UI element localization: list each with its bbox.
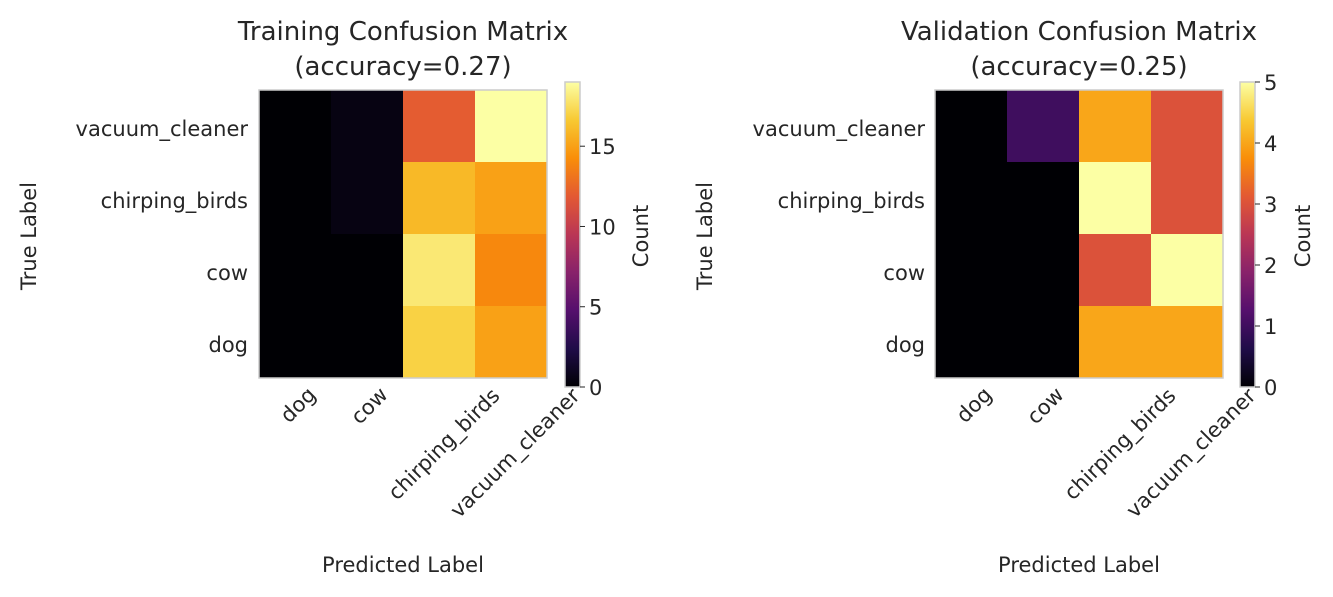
validation-ytick-dog: dog xyxy=(885,333,925,357)
training-colorbar-ticks: 0 5 10 15 xyxy=(580,135,616,400)
heatmap-cell-r0-c2 xyxy=(1079,90,1151,162)
heatmap-cell-r1-c2 xyxy=(1079,162,1151,234)
colorbar-tick-label: 10 xyxy=(589,215,616,239)
heatmap-cell-r0-c1 xyxy=(331,90,403,162)
validation-ytick-cow: cow xyxy=(883,261,925,285)
colorbar-tick-label: 15 xyxy=(589,135,616,159)
heatmap-cell-r3-c2 xyxy=(403,306,475,378)
validation-heatmap-frame xyxy=(934,89,1224,379)
colorbar-tick-label: 5 xyxy=(1264,71,1277,95)
training-colorbar xyxy=(564,81,581,388)
validation-colorbar-label: Count xyxy=(1291,205,1315,267)
colorbar-tick-label: 1 xyxy=(1264,315,1277,339)
training-heatmap-frame xyxy=(258,89,548,379)
heatmap-cell-r1-c3 xyxy=(475,162,547,234)
heatmap-cell-r3-c3 xyxy=(475,306,547,378)
heatmap-cell-r1-c2 xyxy=(403,162,475,234)
heatmap-cell-r0-c3 xyxy=(475,90,547,162)
training-ytick-vacuum-cleaner: vacuum_cleaner xyxy=(76,117,249,142)
heatmap-cell-r2-c1 xyxy=(1007,234,1079,306)
training-xtick-cow: cow xyxy=(346,383,392,429)
heatmap-cell-r2-c3 xyxy=(1151,234,1223,306)
validation-xtick-dog: dog xyxy=(952,383,997,428)
training-colorbar-label: Count xyxy=(629,205,653,267)
validation-confusion-panel: Validation Confusion Matrix (accuracy=0.… xyxy=(693,17,1315,577)
colorbar-tick-label: 5 xyxy=(589,296,602,320)
heatmap-cell-r3-c2 xyxy=(1079,306,1151,378)
training-heatmap-cells xyxy=(259,90,547,378)
training-ytick-dog: dog xyxy=(208,333,248,357)
heatmap-cell-r2-c3 xyxy=(475,234,547,306)
colorbar-tick-label: 0 xyxy=(589,376,602,400)
heatmap-cell-r1-c0 xyxy=(259,162,331,234)
heatmap-cell-r1-c1 xyxy=(1007,162,1079,234)
validation-subtitle: (accuracy=0.25) xyxy=(970,52,1187,82)
heatmap-cell-r2-c0 xyxy=(259,234,331,306)
heatmap-cell-r0-c2 xyxy=(403,90,475,162)
colorbar-tick-label: 3 xyxy=(1264,193,1277,217)
heatmap-cell-r2-c1 xyxy=(331,234,403,306)
validation-xlabel: Predicted Label xyxy=(998,553,1160,577)
training-confusion-panel: Training Confusion Matrix (accuracy=0.27… xyxy=(17,17,653,577)
training-ylabel: True Label xyxy=(17,182,41,291)
training-xlabel: Predicted Label xyxy=(322,553,484,577)
training-xtick-dog: dog xyxy=(276,383,321,428)
heatmap-cell-r1-c0 xyxy=(935,162,1007,234)
heatmap-cell-r3-c1 xyxy=(1007,306,1079,378)
training-title: Training Confusion Matrix xyxy=(237,17,568,47)
heatmap-cell-r0-c3 xyxy=(1151,90,1223,162)
heatmap-cell-r2-c2 xyxy=(1079,234,1151,306)
training-ytick-cow: cow xyxy=(206,261,248,285)
heatmap-cell-r1-c3 xyxy=(1151,162,1223,234)
heatmap-cell-r2-c2 xyxy=(403,234,475,306)
validation-heatmap-cells xyxy=(935,90,1223,378)
colorbar-tick-label: 2 xyxy=(1264,254,1277,278)
training-subtitle: (accuracy=0.27) xyxy=(294,52,511,82)
colorbar-tick-label: 4 xyxy=(1264,132,1277,156)
heatmap-cell-r3-c1 xyxy=(331,306,403,378)
validation-ytick-chirping-birds: chirping_birds xyxy=(778,189,925,214)
validation-colorbar xyxy=(1239,81,1256,388)
colorbar-tick-label: 0 xyxy=(1264,376,1277,400)
heatmap-cell-r3-c3 xyxy=(1151,306,1223,378)
heatmap-cell-r1-c1 xyxy=(331,162,403,234)
heatmap-cell-r0-c1 xyxy=(1007,90,1079,162)
validation-ytick-vacuum-cleaner: vacuum_cleaner xyxy=(753,117,926,142)
heatmap-cell-r0-c0 xyxy=(259,90,331,162)
validation-ylabel: True Label xyxy=(693,182,717,291)
heatmap-cell-r2-c0 xyxy=(935,234,1007,306)
heatmap-cell-r3-c0 xyxy=(259,306,331,378)
heatmap-cell-r0-c0 xyxy=(935,90,1007,162)
validation-xtick-cow: cow xyxy=(1022,383,1068,429)
validation-title: Validation Confusion Matrix xyxy=(901,17,1257,47)
validation-colorbar-ticks: 0 1 2 3 4 5 xyxy=(1255,71,1277,400)
training-ytick-chirping-birds: chirping_birds xyxy=(101,189,248,214)
heatmap-cell-r3-c0 xyxy=(935,306,1007,378)
